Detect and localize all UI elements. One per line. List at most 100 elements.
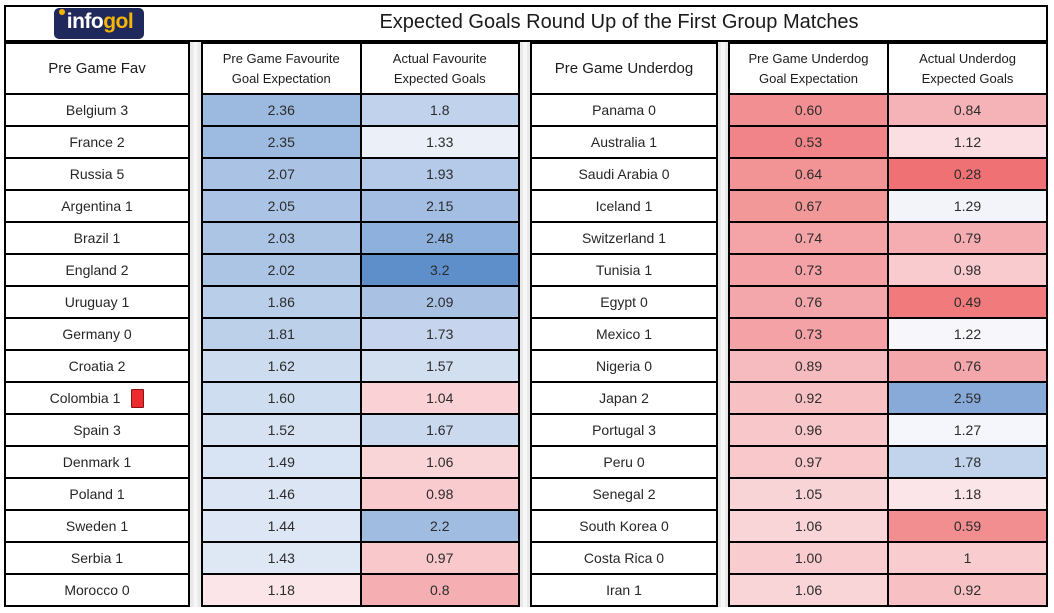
xg-value-cell: 1.18 xyxy=(887,479,1046,509)
favourite-team-label: Serbia 1 xyxy=(70,550,124,566)
favourite-team-label: Denmark 1 xyxy=(62,454,132,470)
table-row: Switzerland 1 xyxy=(532,223,716,255)
xg-value-cell: 1.00 xyxy=(730,543,887,573)
table-row: Colombia 1 xyxy=(6,383,188,415)
favourite-team-label: England 2 xyxy=(65,262,129,278)
table-row: 2.07 1.93 xyxy=(203,159,518,191)
favourite-team-label: Poland 1 xyxy=(69,486,125,502)
table-row: 0.96 1.27 xyxy=(730,415,1046,447)
favourite-team-label: Brazil 1 xyxy=(73,230,121,246)
table-row: 0.97 1.78 xyxy=(730,447,1046,479)
underdog-team-label: Japan 2 xyxy=(599,390,649,406)
xg-value-cell: 2.35 xyxy=(203,127,360,157)
table-row: Panama 0 xyxy=(532,95,716,127)
table-row: Portugal 3 xyxy=(532,415,716,447)
xg-value-cell: 1.27 xyxy=(887,415,1046,445)
underdog-team-label: Tunisia 1 xyxy=(595,262,653,278)
favourite-team-label: Uruguay 1 xyxy=(64,294,130,310)
xg-value-cell: 0.98 xyxy=(359,479,518,509)
header-label: Goal Expectation xyxy=(758,70,858,86)
underdog-team-label: Nigeria 0 xyxy=(595,358,653,374)
table-row: Costa Rica 0 xyxy=(532,543,716,575)
xg-value-cell: 1.44 xyxy=(203,511,360,541)
xg-value-cell: 0.89 xyxy=(730,351,887,381)
title-bar: infogol Expected Goals Round Up of the F… xyxy=(4,5,1048,42)
xg-value-cell: 1.57 xyxy=(359,351,518,381)
table-row: Tunisia 1 xyxy=(532,255,716,287)
xg-value-cell: 0.74 xyxy=(730,223,887,253)
favourite-team-label: France 2 xyxy=(69,134,125,150)
xg-value-cell: 1.33 xyxy=(359,127,518,157)
table-row: Saudi Arabia 0 xyxy=(532,159,716,191)
table-row: Denmark 1 xyxy=(6,447,188,479)
xg-value-cell: 1.05 xyxy=(730,479,887,509)
table-row: 0.92 2.59 xyxy=(730,383,1046,415)
table-row: Sweden 1 xyxy=(6,511,188,543)
table-row: 1.46 0.98 xyxy=(203,479,518,511)
table-row: 2.05 2.15 xyxy=(203,191,518,223)
header-pre-game-fav: Pre Game Fav xyxy=(6,44,188,95)
table-row: Belgium 3 xyxy=(6,95,188,127)
table-row: 2.02 3.2 xyxy=(203,255,518,287)
xg-value-cell: 2.36 xyxy=(203,95,360,125)
logo-cell: infogol xyxy=(6,8,192,39)
header-actual-underdog-xg: Actual Underdog Expected Goals xyxy=(887,44,1046,93)
header-actual-fav-xg: Actual Favourite Expected Goals xyxy=(359,44,518,93)
red-card-icon xyxy=(131,388,145,408)
table-row: 0.89 0.76 xyxy=(730,351,1046,383)
favourite-team-label: Belgium 3 xyxy=(65,102,129,118)
table-row: 1.62 1.57 xyxy=(203,351,518,383)
xg-value-cell: 2.03 xyxy=(203,223,360,253)
xg-value-cell: 2.07 xyxy=(203,159,360,189)
xg-value-cell: 1.52 xyxy=(203,415,360,445)
underdog-team-label: Iceland 1 xyxy=(595,198,653,214)
xg-value-cell: 1.06 xyxy=(730,511,887,541)
xg-value-cell: 1.22 xyxy=(887,319,1046,349)
table-row: Serbia 1 xyxy=(6,543,188,575)
header-label: Pre Game Favourite xyxy=(222,51,340,66)
xg-value-cell: 1.49 xyxy=(203,447,360,477)
underdog-team-label: South Korea 0 xyxy=(579,518,669,534)
xg-value-cell: 0.28 xyxy=(887,159,1046,189)
table-row: Argentina 1 xyxy=(6,191,188,223)
xg-value-cell: 1.04 xyxy=(359,383,518,413)
underdog-team-label: Egypt 0 xyxy=(600,294,648,310)
header-label: Pre Game Underdog xyxy=(554,60,694,77)
table-row: Russia 5 xyxy=(6,159,188,191)
xg-value-cell: 0.73 xyxy=(730,319,887,349)
column-gap xyxy=(520,42,530,607)
xg-value-cell: 0.53 xyxy=(730,127,887,157)
xg-value-cell: 0.76 xyxy=(887,351,1046,381)
page-title: Expected Goals Round Up of the First Gro… xyxy=(379,11,859,33)
xg-value-cell: 0.49 xyxy=(887,287,1046,317)
table-row: 2.35 1.33 xyxy=(203,127,518,159)
favourite-team-label: Croatia 2 xyxy=(68,358,126,374)
table-row: 1.06 0.59 xyxy=(730,511,1046,543)
infogol-logo: infogol xyxy=(53,8,145,39)
underdog-team-label: Saudi Arabia 0 xyxy=(578,166,670,182)
table-row: 1.44 2.2 xyxy=(203,511,518,543)
header-label: Actual Underdog xyxy=(919,51,1016,66)
favourite-team-label: Sweden 1 xyxy=(65,518,129,534)
table-row: Peru 0 xyxy=(532,447,716,479)
xg-value-cell: 0.67 xyxy=(730,191,887,221)
favourite-team-label: Germany 0 xyxy=(62,326,132,342)
underdog-team-label: Iran 1 xyxy=(606,582,642,598)
underdog-team-label: Portugal 3 xyxy=(592,422,656,438)
header-label: Actual Favourite xyxy=(392,51,487,66)
table-row: Senegal 2 xyxy=(532,479,716,511)
table-row: 0.76 0.49 xyxy=(730,287,1046,319)
xg-value-cell: 0.60 xyxy=(730,95,887,125)
xg-value-cell: 0.73 xyxy=(730,255,887,285)
xg-value-cell: 1.67 xyxy=(359,415,518,445)
underdog-team-label: Peru 0 xyxy=(603,454,645,470)
header-row: Pre Game Underdog Goal Expectation Actua… xyxy=(730,44,1046,95)
table-row: 1.18 0.8 xyxy=(203,575,518,605)
table-row: Germany 0 xyxy=(6,319,188,351)
xg-value-cell: 1.29 xyxy=(887,191,1046,221)
table-row: 1.81 1.73 xyxy=(203,319,518,351)
column-gap xyxy=(190,42,201,607)
underdog-team-label: Mexico 1 xyxy=(595,326,653,342)
table-row: 0.74 0.79 xyxy=(730,223,1046,255)
